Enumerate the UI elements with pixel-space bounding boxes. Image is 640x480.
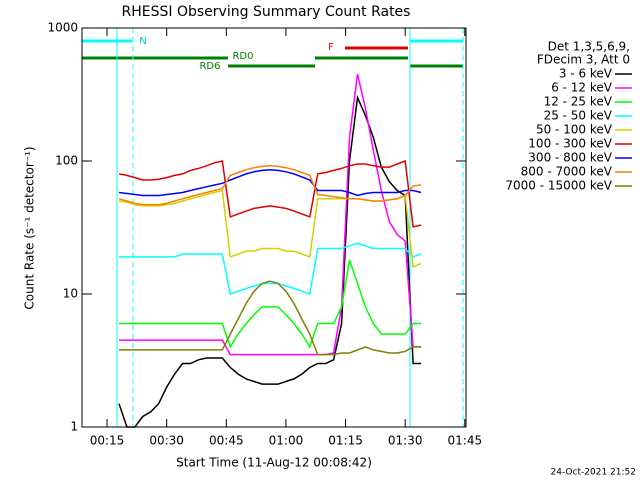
series-line [119,242,422,296]
flag-label: F [328,42,334,53]
x-tick-label: 01:00 [269,434,304,448]
flag-label: RD6 [199,61,220,72]
series-line [118,94,422,428]
x-tick-label: 00:45 [209,434,244,448]
series-line [118,159,422,228]
chart-title: RHESSI Observing Summary Count Rates [122,4,411,20]
legend-label: 300 - 800 keV [528,151,612,165]
legend-label: 800 - 7000 keV [521,165,613,179]
series-line [119,259,422,349]
legend-label: 12 - 25 keV [544,95,613,109]
series-line [118,165,422,206]
series-line [119,73,422,356]
y-tick-label: 100 [55,154,78,168]
y-tick-label: 1 [70,420,78,434]
y-tick-label: 10 [63,287,78,301]
x-tick-label: 00:30 [149,434,184,448]
legend-label: 25 - 50 keV [544,109,613,123]
legend-label: 3 - 6 keV [559,67,613,81]
legend-header: Det 1,3,5,6,9, [548,40,630,54]
legend-label: 100 - 300 keV [528,137,612,151]
x-tick-label: 01:15 [328,434,363,448]
x-axis-label: Start Time (11-Aug-12 00:08:42) [176,456,372,470]
series-line [119,280,422,356]
legend-label: 50 - 100 keV [536,123,613,137]
legend-label: 7000 - 15000 keV [505,179,612,193]
flag-label: N [139,36,146,47]
footer: 24-Oct-2021 21:52 [551,468,636,478]
y-axis-label: Count Rate (s⁻¹ detector⁻¹) [23,146,37,309]
series-line [118,168,422,197]
y-tick-label: 1000 [47,21,78,35]
x-tick-label: 00:15 [90,434,125,448]
x-tick-label: 01:30 [388,434,423,448]
x-tick-label: 01:45 [448,434,483,448]
legend-header: FDecim 3, Att 0 [537,53,630,67]
legend-label: 6 - 12 keV [551,81,613,95]
plot-frame [81,27,467,428]
flag-label: RD0 [232,51,253,62]
